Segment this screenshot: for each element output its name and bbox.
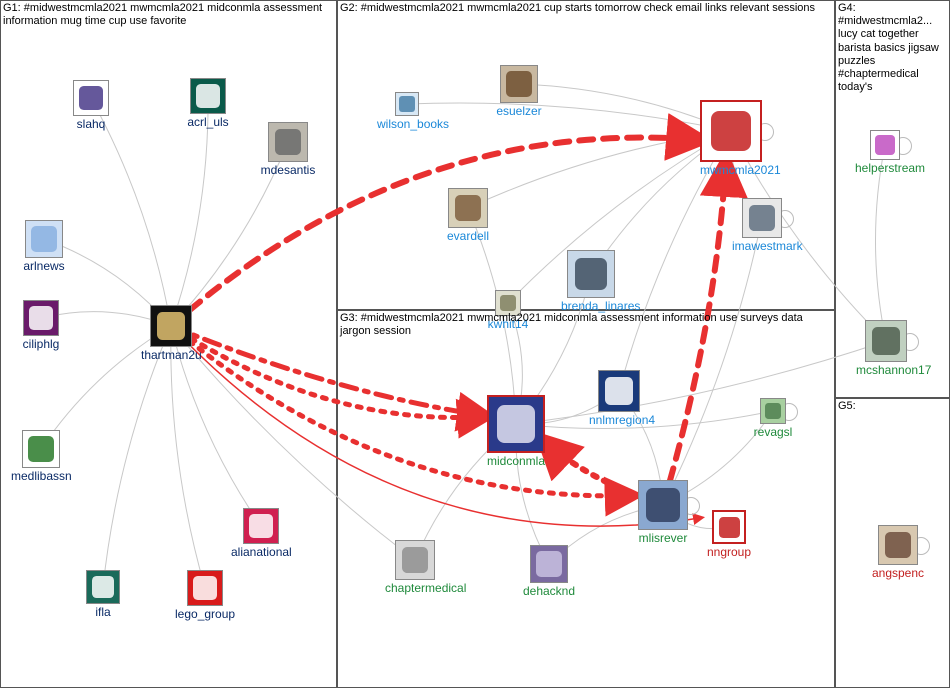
node-mwmcmla2021[interactable]: mwmcmla2021 <box>700 100 762 177</box>
avatar-icon <box>268 122 308 162</box>
node-acrl_uls[interactable]: acrl_uls <box>178 78 238 129</box>
avatar-icon <box>878 525 918 565</box>
node-label: lego_group <box>175 607 235 621</box>
node-label: acrl_uls <box>178 115 238 129</box>
node-brenda_linares[interactable]: brenda_linares <box>561 250 621 313</box>
node-arlnews[interactable]: arlnews <box>14 220 74 273</box>
edge-light <box>663 218 762 505</box>
node-label: ciliphlg <box>11 337 71 351</box>
node-slahq[interactable]: slahq <box>61 80 121 131</box>
avatar-icon <box>598 370 640 412</box>
node-mcshannon17[interactable]: mcshannon17 <box>856 320 916 377</box>
avatar-icon <box>395 540 435 580</box>
node-label: dehacknd <box>519 584 579 598</box>
edge-bold <box>171 326 489 416</box>
avatar-icon <box>742 198 782 238</box>
node-label: midconmla <box>486 454 546 468</box>
avatar-icon <box>567 250 615 298</box>
avatar-icon <box>25 220 63 258</box>
node-label: helperstream <box>855 161 915 175</box>
avatar-icon <box>487 395 545 453</box>
edge-light <box>91 98 171 326</box>
node-label: evardell <box>438 229 498 243</box>
avatar-icon <box>712 510 746 544</box>
node-label: chaptermedical <box>385 581 445 595</box>
node-medlibassn[interactable]: medlibassn <box>11 430 71 483</box>
panel-label-g1: G1: #midwestmcmla2021 mwmcmla2021 midcon… <box>3 2 334 28</box>
avatar-icon <box>500 65 538 103</box>
node-label: brenda_linares <box>561 299 621 313</box>
avatar-icon <box>448 188 488 228</box>
node-label: nnlmregion4 <box>589 413 649 427</box>
node-label: slahq <box>61 117 121 131</box>
avatar-icon <box>150 305 192 347</box>
panel-label-g4: G4: #midwestmcmla2... lucy cat together … <box>838 2 947 94</box>
node-thartman2u[interactable]: thartman2u <box>141 305 201 362</box>
node-evardell[interactable]: evardell <box>438 188 498 243</box>
avatar-icon <box>865 320 907 362</box>
node-angspenc[interactable]: angspenc <box>868 525 928 580</box>
node-dehacknd[interactable]: dehacknd <box>519 545 579 598</box>
node-mdesantis[interactable]: mdesantis <box>258 122 318 177</box>
avatar-icon <box>23 300 59 336</box>
node-midconmla[interactable]: midconmla <box>486 395 546 468</box>
node-wilson_books[interactable]: wilson_books <box>377 92 437 131</box>
node-nnlmregion4[interactable]: nnlmregion4 <box>589 370 649 427</box>
node-label: angspenc <box>868 566 928 580</box>
node-label: medlibassn <box>11 469 71 483</box>
node-revagsl[interactable]: revagsl <box>743 398 803 439</box>
node-ifla[interactable]: ifla <box>73 570 133 619</box>
avatar-icon <box>760 398 786 424</box>
edge-light <box>171 96 208 326</box>
node-label: arlnews <box>14 259 74 273</box>
node-label: thartman2u <box>141 348 201 362</box>
avatar-icon <box>73 80 109 116</box>
avatar-icon <box>870 130 900 160</box>
node-ciliphlg[interactable]: ciliphlg <box>11 300 71 351</box>
avatar-icon <box>22 430 60 468</box>
node-label: imawestmark <box>732 239 792 253</box>
node-imawestmark[interactable]: imawestmark <box>732 198 792 253</box>
edge-light <box>103 326 171 587</box>
avatar-icon <box>243 508 279 544</box>
node-label: esuelzer <box>489 104 549 118</box>
node-label: mdesantis <box>258 163 318 177</box>
node-alianational[interactable]: alianational <box>231 508 291 559</box>
node-label: nngroup <box>699 545 759 559</box>
node-label: mwmcmla2021 <box>700 163 762 177</box>
avatar-icon <box>638 480 688 530</box>
avatar-icon <box>530 545 568 583</box>
node-label: alianational <box>231 545 291 559</box>
node-nngroup[interactable]: nngroup <box>699 510 759 559</box>
panel-label-g3: G3: #midwestmcmla2021 mwmcmla2021 midcon… <box>340 312 832 338</box>
node-label: wilson_books <box>377 117 437 131</box>
node-esuelzer[interactable]: esuelzer <box>489 65 549 118</box>
edge-light <box>171 326 205 588</box>
panel-label-g2: G2: #midwestmcmla2021 mwmcmla2021 cup st… <box>340 2 832 15</box>
node-label: mcshannon17 <box>856 363 916 377</box>
edge-light <box>407 103 731 131</box>
avatar-icon <box>700 100 762 162</box>
edge-light <box>171 326 415 560</box>
panel-label-g5: G5: <box>838 400 947 413</box>
node-lego_group[interactable]: lego_group <box>175 570 235 621</box>
node-label: revagsl <box>743 425 803 439</box>
avatar-icon <box>190 78 226 114</box>
edge-light <box>468 131 731 208</box>
node-chaptermedical[interactable]: chaptermedical <box>385 540 445 595</box>
node-mlisrever[interactable]: mlisrever <box>633 480 693 545</box>
avatar-icon <box>187 570 223 606</box>
node-label: mlisrever <box>633 531 693 545</box>
node-label: ifla <box>73 605 133 619</box>
node-helperstream[interactable]: helperstream <box>855 130 915 175</box>
avatar-icon <box>86 570 120 604</box>
avatar-icon <box>395 92 419 116</box>
